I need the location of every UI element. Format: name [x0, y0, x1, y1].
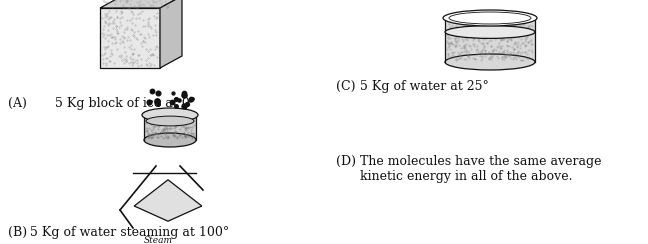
Text: The molecules have the same average: The molecules have the same average	[360, 155, 601, 168]
Ellipse shape	[144, 133, 196, 147]
Ellipse shape	[443, 10, 537, 26]
Text: 5 Kg block of ice at 0°: 5 Kg block of ice at 0°	[55, 97, 196, 110]
Polygon shape	[445, 18, 535, 62]
Polygon shape	[100, 8, 160, 68]
Text: (A): (A)	[8, 97, 27, 110]
Ellipse shape	[146, 116, 194, 126]
Ellipse shape	[449, 12, 531, 24]
Ellipse shape	[142, 108, 198, 122]
Text: 5 Kg of water steaming at 100°: 5 Kg of water steaming at 100°	[30, 226, 229, 239]
Text: (B): (B)	[8, 226, 27, 239]
Polygon shape	[144, 115, 196, 140]
Text: kinetic energy in all of the above.: kinetic energy in all of the above.	[360, 170, 572, 183]
Polygon shape	[160, 0, 182, 68]
Text: (C): (C)	[336, 80, 356, 93]
Text: (D): (D)	[336, 155, 356, 168]
Ellipse shape	[445, 54, 535, 70]
Text: Steam: Steam	[143, 236, 172, 244]
Ellipse shape	[445, 26, 535, 38]
Text: 5 Kg of water at 25°: 5 Kg of water at 25°	[360, 80, 489, 93]
Polygon shape	[134, 180, 202, 221]
Polygon shape	[100, 0, 182, 8]
